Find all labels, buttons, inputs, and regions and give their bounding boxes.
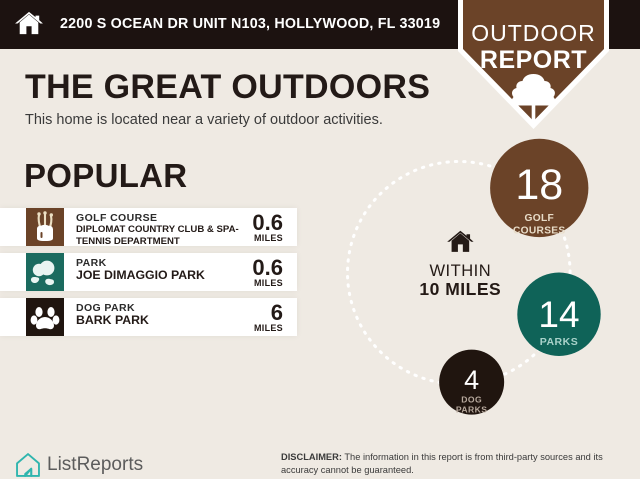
- svg-text:18: 18: [515, 161, 563, 209]
- svg-text:10 MILES: 10 MILES: [419, 279, 501, 299]
- svg-text:GOLF: GOLF: [525, 213, 555, 224]
- svg-text:14: 14: [538, 294, 579, 335]
- svg-text:DOG: DOG: [461, 395, 482, 405]
- svg-text:4: 4: [464, 365, 479, 395]
- svg-text:PARKS: PARKS: [456, 405, 487, 415]
- svg-text:PARKS: PARKS: [540, 336, 578, 348]
- svg-text:REPORT: REPORT: [480, 46, 587, 74]
- svg-text:OUTDOOR: OUTDOOR: [471, 20, 596, 46]
- svg-text:COURSES: COURSES: [513, 226, 565, 237]
- svg-text:WITHIN: WITHIN: [429, 262, 491, 280]
